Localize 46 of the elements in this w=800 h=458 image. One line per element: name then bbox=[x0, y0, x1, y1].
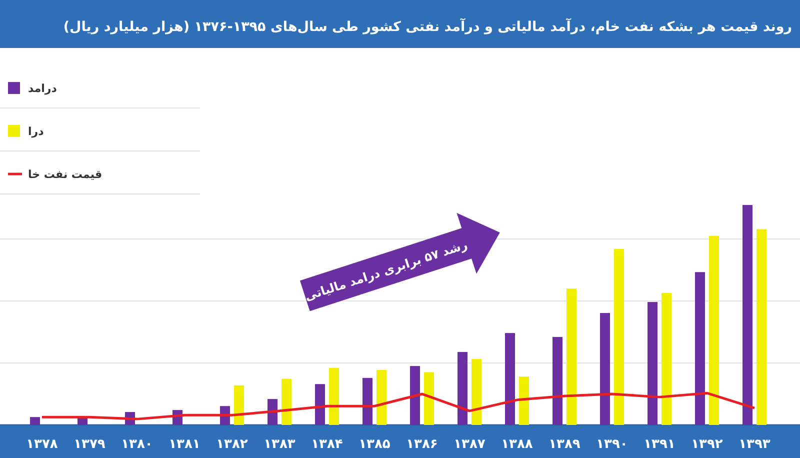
bar bbox=[552, 337, 562, 425]
x-tick-label: ۱۳۸۳ bbox=[264, 437, 296, 452]
bar bbox=[30, 417, 40, 425]
bar bbox=[410, 366, 420, 425]
x-tick-label: ۱۳۹۲ bbox=[691, 437, 723, 452]
bar bbox=[329, 368, 339, 425]
annotation: رشد ۵۷ برابری درامد مالیاتی bbox=[302, 238, 470, 304]
bar bbox=[268, 399, 278, 425]
bar bbox=[648, 302, 658, 425]
bar bbox=[362, 378, 372, 425]
bar bbox=[234, 385, 244, 425]
x-tick-label: ۱۳۸۱ bbox=[168, 437, 200, 452]
x-tick-label: ۱۳۷۹ bbox=[74, 437, 106, 452]
x-tick-label: ۱۳۷۸ bbox=[26, 437, 58, 452]
bar bbox=[600, 313, 610, 425]
x-tick-label: ۱۳۸۶ bbox=[406, 437, 438, 452]
bar bbox=[376, 370, 386, 425]
x-tick-label: ۱۳۸۲ bbox=[216, 437, 248, 452]
bar bbox=[709, 236, 719, 425]
chart-title: روند قیمت هر بشکه نفت خام، درآمد مالیاتی و درآمد نفتی کشور طی سال‌های ۱۳۹۵-۱۳۷۶ (هزار میلیارد ریال) bbox=[63, 18, 792, 35]
bar bbox=[614, 249, 624, 425]
bar bbox=[505, 333, 515, 425]
bar bbox=[566, 288, 576, 425]
bar bbox=[315, 384, 325, 425]
bar bbox=[424, 372, 434, 425]
bar bbox=[695, 272, 705, 425]
x-tick-label: ۱۳۸۵ bbox=[358, 437, 390, 452]
bar bbox=[472, 359, 482, 425]
x-tick-label: ۱۳۹۰ bbox=[596, 437, 628, 452]
x-tick-label: ۱۳۹۳ bbox=[738, 437, 770, 452]
bar bbox=[519, 376, 529, 425]
x-tick-label: ۱۳۸۰ bbox=[121, 437, 153, 452]
bar bbox=[458, 352, 468, 425]
x-tick-label: ۱۳۹۱ bbox=[644, 437, 676, 452]
bar bbox=[662, 293, 672, 425]
bar bbox=[756, 229, 766, 425]
arrow: رشد ۵۷ برابری درامد مالیاتی bbox=[300, 212, 500, 312]
x-tick-label: ۱۳۸۴ bbox=[311, 437, 343, 452]
x-tick-label: ۱۳۸۸ bbox=[501, 437, 533, 452]
legend-label: درامد bbox=[28, 82, 58, 95]
legend-label: قیمت نفت خا bbox=[28, 168, 102, 181]
x-tick-label: ۱۳۸۹ bbox=[548, 437, 580, 452]
legend-label: درا bbox=[28, 125, 44, 138]
x-tick-label: ۱۳۸۷ bbox=[454, 437, 486, 452]
bar bbox=[742, 205, 752, 425]
bar bbox=[282, 378, 292, 425]
